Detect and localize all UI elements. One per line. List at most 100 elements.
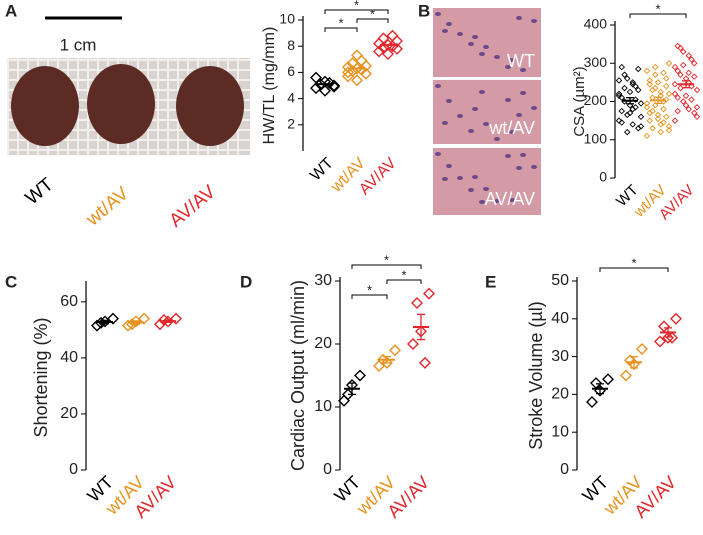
significance-star: * xyxy=(354,0,359,12)
data-point xyxy=(629,81,636,88)
data-point xyxy=(615,77,623,84)
data-point xyxy=(649,107,656,115)
data-point xyxy=(652,71,659,78)
data-point xyxy=(386,29,399,42)
nucleus xyxy=(483,45,489,49)
data-point xyxy=(158,314,170,327)
data-point xyxy=(691,73,698,80)
significance-star: * xyxy=(338,15,343,30)
data-point xyxy=(632,96,639,103)
data-point xyxy=(637,123,645,130)
histology-image xyxy=(433,80,541,144)
nucleus xyxy=(472,107,478,111)
data-point xyxy=(674,94,681,101)
data-point xyxy=(411,297,423,310)
nucleus xyxy=(446,99,452,103)
data-point xyxy=(643,132,651,140)
y-axis-label: Shortening (%) xyxy=(31,317,51,437)
data-point xyxy=(602,373,614,386)
y-tick-label: 2 xyxy=(287,116,295,132)
panel-letter: C xyxy=(5,272,17,291)
data-point xyxy=(620,369,632,382)
data-point xyxy=(665,123,673,130)
y-tick-label: 40 xyxy=(60,349,78,366)
data-point xyxy=(629,121,636,128)
nucleus xyxy=(516,113,522,117)
y-axis-label: Cardiac Output (ml/min) xyxy=(288,280,308,471)
data-point xyxy=(691,60,698,67)
heart xyxy=(11,66,79,146)
data-point xyxy=(377,353,389,366)
data-point xyxy=(680,98,687,105)
data-point xyxy=(342,61,354,74)
data-point xyxy=(680,48,687,56)
data-point xyxy=(389,344,401,357)
data-point xyxy=(693,104,701,111)
nucleus xyxy=(505,65,511,69)
data-point xyxy=(624,354,636,367)
significance-star: * xyxy=(370,6,375,21)
nucleus xyxy=(468,188,474,192)
data-point xyxy=(122,319,134,332)
y-tick-label: 300 xyxy=(584,54,608,70)
nucleus xyxy=(494,137,500,141)
nucleus xyxy=(520,68,526,72)
nucleus xyxy=(442,121,448,125)
data-point xyxy=(688,82,695,90)
data-point xyxy=(688,56,695,63)
data-point xyxy=(646,117,653,124)
image-label: WT xyxy=(507,51,535,71)
data-point xyxy=(342,66,354,79)
data-point xyxy=(342,388,354,401)
data-point xyxy=(618,107,625,115)
data-point xyxy=(654,79,662,86)
data-point xyxy=(646,77,653,84)
significance-star: * xyxy=(631,255,636,270)
y-tick-label: 30 xyxy=(551,348,569,365)
data-point xyxy=(657,128,664,136)
data-point xyxy=(663,96,670,103)
data-point xyxy=(423,287,435,300)
data-point xyxy=(682,102,690,109)
data-point xyxy=(618,119,625,126)
histology-image xyxy=(433,148,541,215)
nucleus xyxy=(509,198,515,202)
genotype-label: AV/AV xyxy=(166,181,220,231)
data-point xyxy=(693,113,701,121)
data-point xyxy=(660,105,667,113)
data-point xyxy=(107,312,119,325)
significance-star: * xyxy=(367,282,372,297)
data-point xyxy=(654,335,666,348)
panel-letter: B xyxy=(418,1,430,20)
nucleus xyxy=(520,153,526,157)
y-tick-label: 10 xyxy=(279,11,295,27)
nucleus xyxy=(457,176,463,180)
nucleus xyxy=(479,200,485,204)
data-point xyxy=(170,312,182,325)
data-point xyxy=(677,71,684,78)
data-point xyxy=(665,126,673,134)
y-tick-label: 20 xyxy=(60,405,78,422)
histology-image xyxy=(433,8,541,77)
data-point xyxy=(377,32,390,45)
nucleus xyxy=(435,84,441,88)
data-point xyxy=(637,113,645,121)
data-point xyxy=(643,67,651,75)
data-point xyxy=(674,67,681,75)
data-point xyxy=(670,312,682,325)
y-tick-label: 20 xyxy=(314,335,332,352)
data-point xyxy=(354,369,366,382)
data-point xyxy=(688,96,695,103)
data-point xyxy=(615,90,623,98)
y-axis-label: CSA (µm²) xyxy=(571,66,588,136)
data-point xyxy=(351,74,363,87)
y-tick-label: 0 xyxy=(69,461,78,478)
nucleus xyxy=(494,199,500,203)
data-point xyxy=(660,119,667,126)
nucleus xyxy=(472,35,478,39)
nucleus xyxy=(531,165,537,169)
data-point xyxy=(407,338,419,350)
nucleus xyxy=(446,22,452,26)
y-tick-label: 40 xyxy=(551,310,569,327)
genotype-label: WT xyxy=(22,174,58,209)
